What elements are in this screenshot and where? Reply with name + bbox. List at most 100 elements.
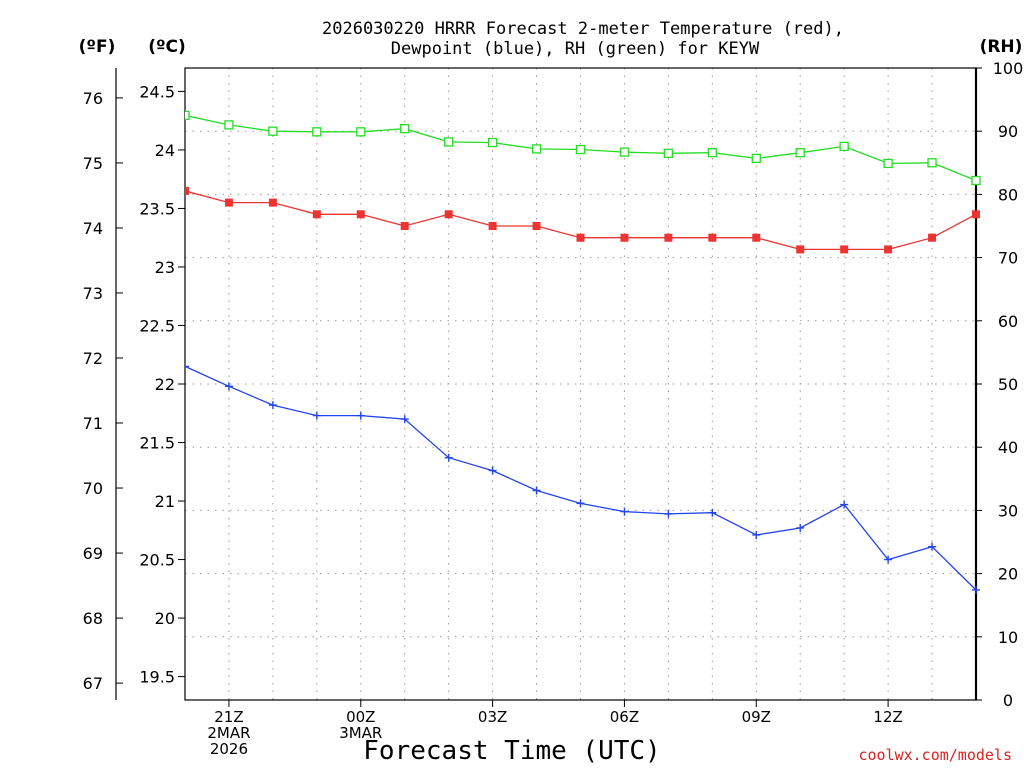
fahrenheit-tick-label: 71 [83, 414, 103, 433]
fahrenheit-tick-label: 70 [83, 479, 103, 498]
gridlines [185, 68, 976, 700]
dewpoint-point [444, 453, 453, 462]
fahrenheit-axis-label: (ºF) [79, 37, 116, 57]
temperature-point [268, 198, 277, 207]
celsius-tick-label: 22.5 [139, 316, 175, 335]
dewpoint-point [576, 499, 585, 508]
celsius-axis-label: (ºC) [148, 37, 186, 57]
celsius-tick-label: 23 [155, 258, 175, 277]
celsius-tick-label: 21.5 [139, 434, 175, 453]
x-tick-label: 2MAR [207, 724, 250, 742]
celsius-tick-label: 24.5 [139, 82, 175, 101]
rh-point [531, 144, 542, 154]
x-tick-label: 2026 [210, 740, 248, 758]
fahrenheit-tick-label: 67 [83, 674, 103, 693]
celsius-tick-label: 20.5 [139, 551, 175, 570]
celsius-tick-label: 23.5 [139, 199, 175, 218]
temperature-point [796, 245, 805, 254]
rh-point [268, 126, 278, 136]
series-temperature [185, 186, 980, 254]
celsius-tick-label: 20 [155, 609, 175, 628]
dewpoint-point [268, 401, 277, 410]
rh-point [663, 148, 674, 158]
series-dewpoint [185, 362, 980, 594]
rh-point [356, 127, 366, 137]
dewpoint-point [708, 508, 717, 517]
rh-point [619, 147, 630, 157]
rh-tick-label: 40 [998, 438, 1018, 457]
temperature-point [185, 186, 189, 195]
fahrenheit-tick-label: 74 [83, 219, 103, 238]
temperature-point [752, 233, 761, 242]
dewpoint-point [796, 523, 805, 532]
rh-tick-label: 70 [998, 249, 1018, 268]
x-tick-label: 06Z [610, 708, 639, 726]
series-rh [185, 110, 981, 186]
dewpoint-point [840, 500, 849, 509]
rh-point [575, 144, 586, 155]
dewpoint-point [224, 382, 233, 391]
rh-tick-label: 10 [998, 628, 1018, 647]
rh-point [883, 158, 893, 169]
chart-title-line2: Dewpoint (blue), RH (green) for KEYW [391, 39, 760, 59]
temperature-point [840, 245, 849, 254]
temperature-point [532, 222, 541, 230]
dewpoint-point [972, 585, 980, 594]
rh-point [795, 148, 805, 158]
temperature-point [972, 210, 980, 219]
temperature-point [928, 233, 937, 242]
temperature-point [708, 233, 717, 242]
x-tick-label: 03Z [478, 708, 507, 726]
temperature-point [620, 233, 629, 242]
temperature-point [356, 210, 365, 219]
temperature-point [576, 233, 585, 242]
rh-point [312, 127, 322, 137]
tick-labels: 19.5 20 20.5 21 21.5 22 22.5 23 23.5 24 24.5 67 68 69… [83, 59, 1024, 758]
rh-tick-label: 80 [998, 185, 1018, 204]
rh-tick-label: 60 [998, 312, 1018, 331]
dewpoint-point [488, 466, 497, 475]
rh-tick-label: 30 [998, 501, 1018, 520]
fahrenheit-tick-label: 75 [83, 154, 103, 173]
fahrenheit-tick-label: 73 [83, 284, 103, 303]
x-tick-label: 3MAR [339, 724, 382, 742]
chart-title-line1: 2026030220 HRRR Forecast 2-meter Tempera… [322, 19, 844, 39]
rh-tick-label: 90 [998, 122, 1018, 141]
rh-point [444, 137, 454, 147]
axes [115, 67, 982, 707]
celsius-tick-label: 21 [155, 492, 175, 511]
rh-point [839, 141, 849, 152]
x-tick-label: 12Z [873, 708, 902, 726]
dewpoint-point [356, 411, 365, 420]
dewpoint-point [752, 530, 761, 539]
temperature-point [312, 210, 321, 219]
temperature-point [664, 233, 673, 242]
x-tick-label: 00Z [346, 708, 375, 726]
rh-point [487, 137, 498, 148]
rh-tick-label: 0 [1003, 691, 1013, 710]
data-series [185, 110, 981, 594]
dewpoint-point [928, 542, 937, 551]
dewpoint-point [620, 507, 629, 516]
dewpoint-point [884, 555, 893, 564]
temperature-point [884, 245, 893, 254]
fahrenheit-tick-label: 69 [83, 544, 103, 563]
rh-axis-label: (RH) [980, 37, 1023, 57]
dewpoint-point [185, 362, 189, 371]
dewpoint-point [664, 509, 673, 518]
rh-point [707, 148, 717, 158]
x-axis-label: Forecast Time (UTC) [363, 736, 660, 766]
rh-point [185, 110, 190, 121]
dewpoint-point [532, 486, 541, 495]
celsius-tick-label: 24 [155, 141, 175, 160]
rh-point [971, 175, 981, 186]
fahrenheit-tick-label: 72 [83, 349, 103, 368]
credit-watermark: coolwx.com/models [858, 746, 1012, 764]
dewpoint-point [400, 415, 409, 424]
rh-tick-label: 50 [998, 375, 1018, 394]
x-tick-label: 09Z [742, 708, 771, 726]
temperature-point [488, 222, 497, 230]
rh-point [400, 124, 410, 134]
rh-tick-label: 100 [993, 59, 1024, 78]
